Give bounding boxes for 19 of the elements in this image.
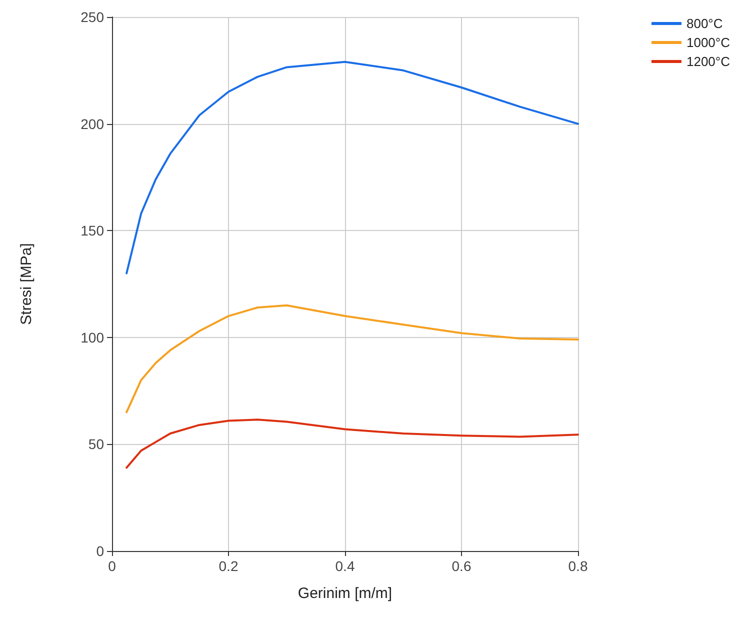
legend-label: 1000°C [686,35,730,50]
y-tick-label: 150 [80,222,104,239]
y-tick-label: 50 [88,436,104,452]
x-tick-label: 0.4 [335,558,355,574]
y-axis-title: Stresi [MPa] [18,243,35,325]
legend-label: 800°C [686,16,723,31]
legend-label: 1200°C [686,54,730,69]
x-tick-label: 0.2 [218,558,238,574]
y-tick-label: 100 [80,329,104,346]
line-series [126,60,579,274]
y-tick-label: 200 [80,116,104,132]
line-series [126,418,579,469]
x-tick-label: 0.8 [568,558,588,574]
x-axis-title: Gerinim [m/m] [298,585,392,602]
y-tick-label: 250 [80,9,104,25]
line-series [126,304,579,414]
y-tick-label: 0 [96,543,104,559]
x-tick-label: 0 [108,558,116,574]
x-tick-label: 0.6 [452,558,472,574]
